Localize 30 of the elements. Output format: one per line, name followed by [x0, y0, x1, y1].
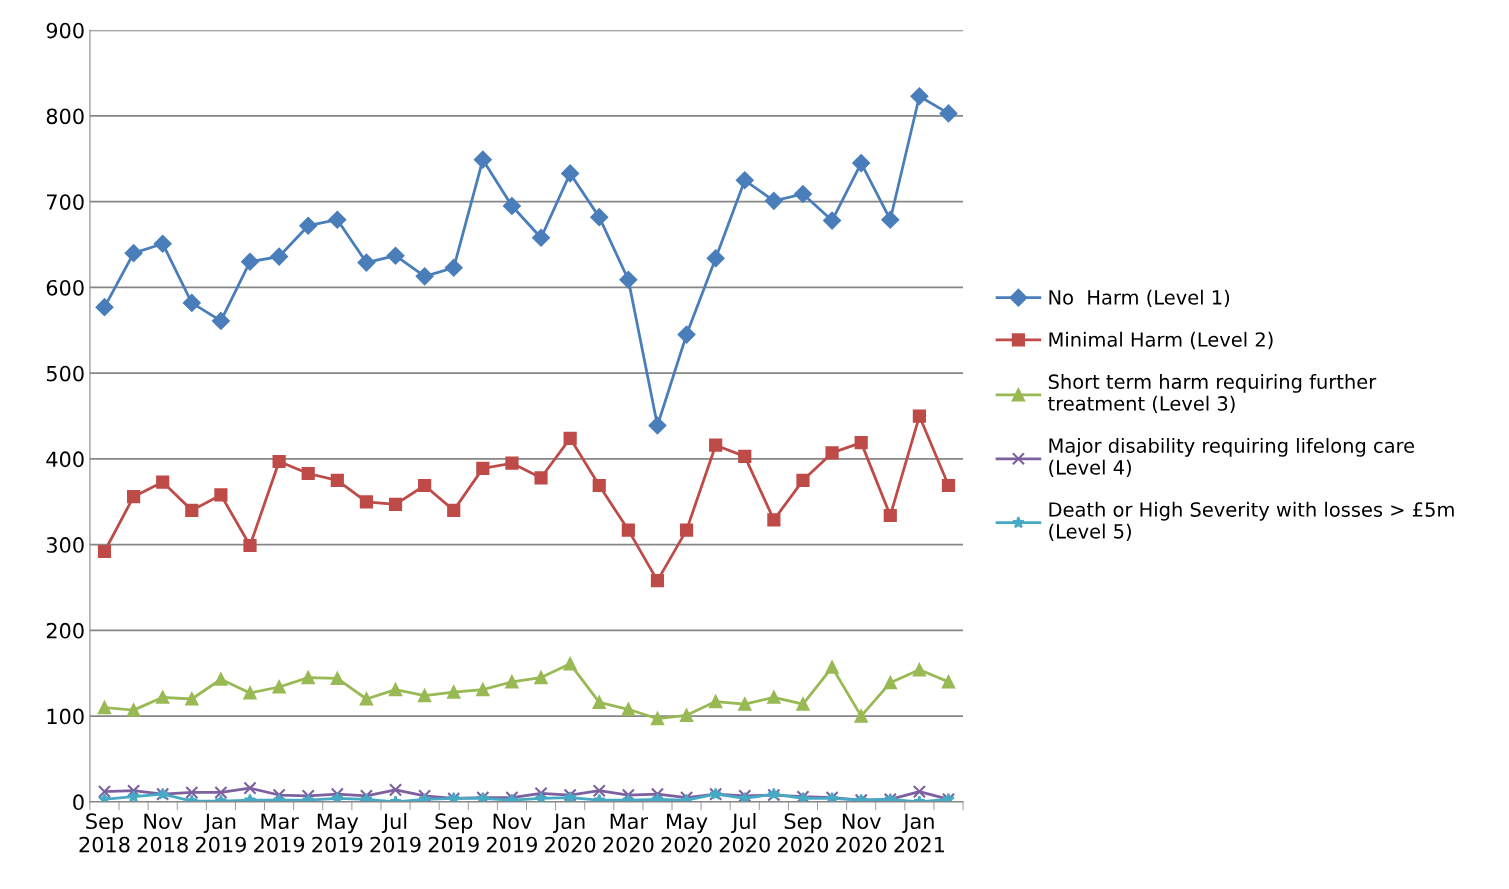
x-tick-label: Sep 2018	[79, 813, 130, 853]
y-tick-label: 600	[46, 279, 84, 296]
y-tick-label: 900	[46, 22, 84, 39]
x-tick-label: Mar 2020	[603, 813, 654, 853]
y-tick-label: 800	[46, 108, 84, 125]
x-tick-label: May 2019	[312, 813, 363, 853]
legend-label: Death or High Severity with losses > £5m (Level 5)	[1049, 501, 1454, 541]
x-tick-label: Nov 2020	[836, 813, 887, 853]
x-tick-label: May 2020	[661, 813, 712, 853]
x-tick-label: Sep 2020	[777, 813, 829, 853]
x-tick-label: Nov 2019	[486, 813, 537, 853]
y-tick-label: 300	[46, 537, 84, 553]
x-tick-label: Jan 2021	[894, 813, 944, 853]
x-tick-label: Sep 2019	[428, 813, 479, 853]
x-tick-label: Jul 2019	[370, 812, 421, 853]
legend-label: Short term harm requiring further treatment (Level 3)	[1048, 373, 1377, 414]
x-tick-label: Jan 2020	[545, 813, 596, 853]
x-tick-label: Mar 2019	[254, 813, 305, 853]
legend-label: Major disability requiring lifelong care (Level 4)	[1049, 437, 1415, 478]
y-tick-label: 100	[47, 708, 84, 725]
x-tick-label: Jan 2019	[195, 813, 246, 853]
y-tick-label: 400	[46, 451, 84, 468]
y-tick-label: 700	[47, 194, 84, 210]
y-tick-label: 500	[46, 365, 84, 382]
y-tick-label: 200	[46, 622, 84, 639]
legend-label: Minimal Harm (Level 2)	[1049, 331, 1273, 350]
legend-label: No Harm (Level 1)	[1049, 289, 1230, 308]
y-tick-label: 0	[73, 794, 84, 811]
x-tick-label: Nov 2018	[137, 813, 188, 853]
x-tick-label: Jul 2020	[719, 812, 770, 853]
